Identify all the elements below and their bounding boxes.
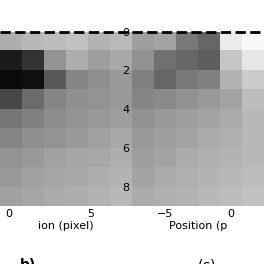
- X-axis label: ion (pixel): ion (pixel): [38, 221, 94, 232]
- Text: b): b): [20, 258, 36, 264]
- Text: (c): (c): [198, 258, 216, 264]
- X-axis label: Position (p: Position (p: [169, 221, 227, 232]
